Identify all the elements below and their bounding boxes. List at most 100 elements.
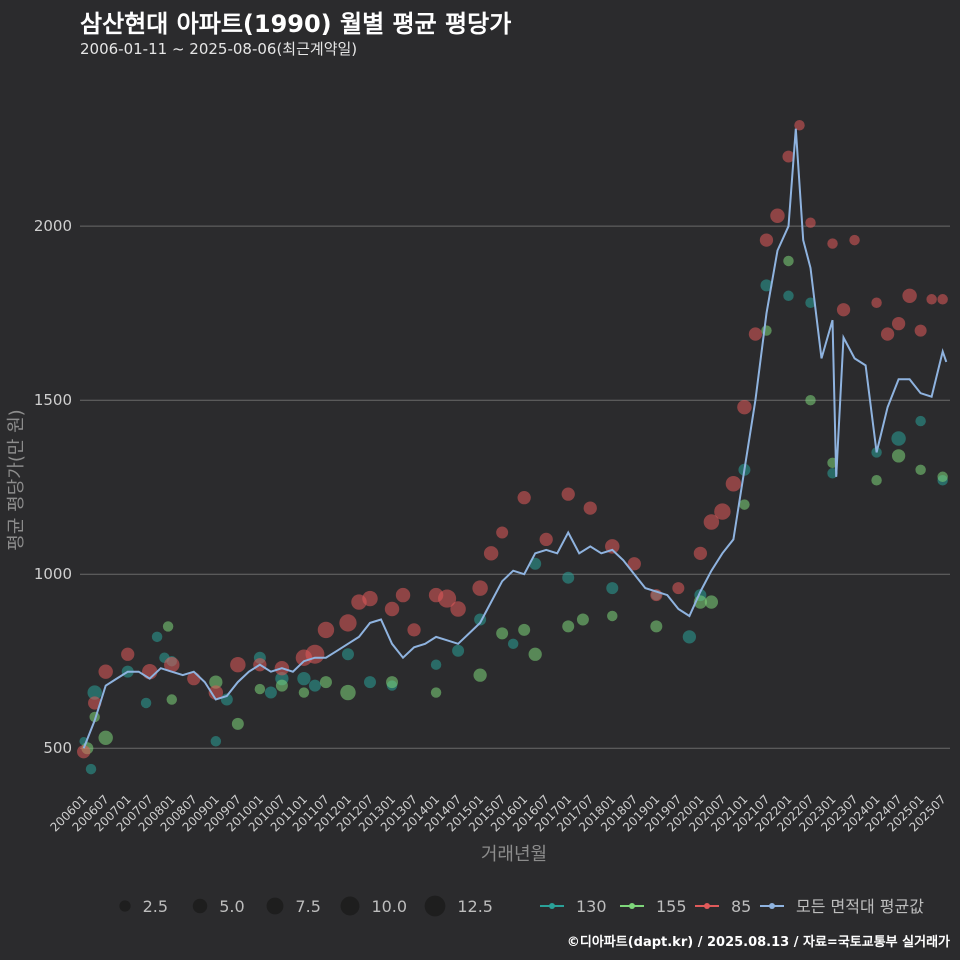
- point-155: [166, 694, 177, 705]
- point-155: [607, 610, 618, 622]
- point-155: [298, 687, 310, 698]
- point-85: [914, 324, 927, 337]
- point-85: [880, 327, 895, 341]
- y-tick-label: 1500: [34, 391, 72, 409]
- point-130: [805, 297, 816, 308]
- point-85: [496, 526, 509, 539]
- point-85: [926, 294, 937, 305]
- point-85: [891, 316, 906, 331]
- point-85: [339, 614, 357, 632]
- point-155: [528, 647, 542, 661]
- legend-size-dot: [119, 900, 131, 912]
- point-155: [518, 623, 531, 636]
- source-footer: ©디아파트(dapt.kr) / 2025.08.13 / 자료=국토교통부 실…: [566, 935, 950, 950]
- point-155: [783, 255, 794, 267]
- point-130: [341, 648, 354, 661]
- point-85: [737, 399, 752, 415]
- point-130: [682, 630, 697, 644]
- chart-subtitle: 2006-01-11 ~ 2025-08-06(최근계약일): [80, 40, 358, 58]
- point-85: [849, 234, 860, 246]
- point-85: [748, 327, 763, 341]
- point-130: [783, 290, 794, 302]
- point-85: [472, 580, 488, 596]
- point-85: [902, 288, 917, 303]
- point-85: [305, 644, 325, 664]
- point-85: [937, 294, 948, 305]
- point-155: [386, 676, 399, 689]
- point-130: [507, 638, 519, 650]
- legend-size-label: 7.5: [295, 897, 320, 916]
- chart-title: 삼산현대 아파트(1990) 월별 평균 평당가: [80, 10, 512, 38]
- legend-size-label: 2.5: [143, 897, 168, 916]
- legend-key-dot: [769, 903, 775, 909]
- average-line: [82, 128, 948, 749]
- point-155: [562, 620, 575, 633]
- point-155: [319, 676, 332, 689]
- point-85: [539, 532, 553, 547]
- point-85: [672, 582, 685, 595]
- point-130: [308, 679, 321, 692]
- point-85: [407, 623, 421, 637]
- point-155: [430, 687, 442, 698]
- legend-key-dot: [704, 903, 710, 909]
- point-85: [77, 745, 91, 759]
- point-85: [725, 475, 742, 492]
- point-155: [473, 668, 487, 682]
- y-axis-label: 평균 평당가(만 원): [6, 409, 27, 550]
- point-85: [703, 514, 720, 530]
- point-130: [210, 736, 222, 747]
- point-85: [384, 601, 400, 617]
- point-130: [452, 644, 465, 657]
- legend-size-dot: [192, 898, 208, 914]
- legend-key-label: 155: [656, 897, 687, 916]
- legend-size-label: 12.5: [457, 897, 493, 916]
- point-155: [761, 325, 772, 336]
- point-155: [209, 675, 223, 689]
- x-axis-label: 거래년월: [481, 844, 547, 865]
- point-130: [85, 763, 97, 775]
- legend-size-label: 10.0: [371, 897, 407, 916]
- point-155: [231, 717, 244, 730]
- point-85: [450, 601, 466, 617]
- point-85: [627, 557, 641, 571]
- point-85: [395, 587, 411, 603]
- point-155: [162, 621, 174, 632]
- point-85: [770, 208, 785, 223]
- point-85: [871, 297, 882, 308]
- point-85: [561, 487, 575, 501]
- point-85: [827, 238, 838, 249]
- point-155: [650, 620, 663, 633]
- point-85: [142, 663, 158, 680]
- grid-lines: [80, 225, 950, 749]
- point-155: [98, 730, 113, 746]
- point-85: [794, 120, 805, 131]
- point-155: [704, 595, 719, 609]
- legend-key-dot: [629, 903, 635, 909]
- legend-size-dot: [266, 897, 284, 915]
- series-line-average: [82, 128, 948, 749]
- point-85: [98, 664, 113, 679]
- point-155: [254, 683, 266, 695]
- point-85: [438, 589, 457, 608]
- point-155: [937, 471, 948, 482]
- point-130: [297, 671, 311, 686]
- legend-key-label: 130: [576, 897, 607, 916]
- legend-size-dot: [424, 895, 446, 917]
- point-85: [230, 656, 246, 673]
- point-85: [121, 647, 135, 661]
- point-85: [208, 685, 224, 700]
- point-85: [483, 546, 499, 561]
- point-85: [782, 150, 795, 163]
- point-155: [496, 627, 509, 640]
- point-130: [140, 697, 152, 709]
- legend-key-dot: [549, 903, 555, 909]
- point-130: [430, 659, 442, 670]
- point-85: [88, 696, 102, 710]
- point-130: [151, 631, 163, 643]
- legend: 2.5 5.0 7.5 10.0 12.5 130 155 85 모든 면적대 평균값: [119, 895, 924, 917]
- point-155: [891, 449, 906, 463]
- point-85: [317, 621, 335, 639]
- point-130: [364, 676, 376, 689]
- point-130: [606, 582, 619, 595]
